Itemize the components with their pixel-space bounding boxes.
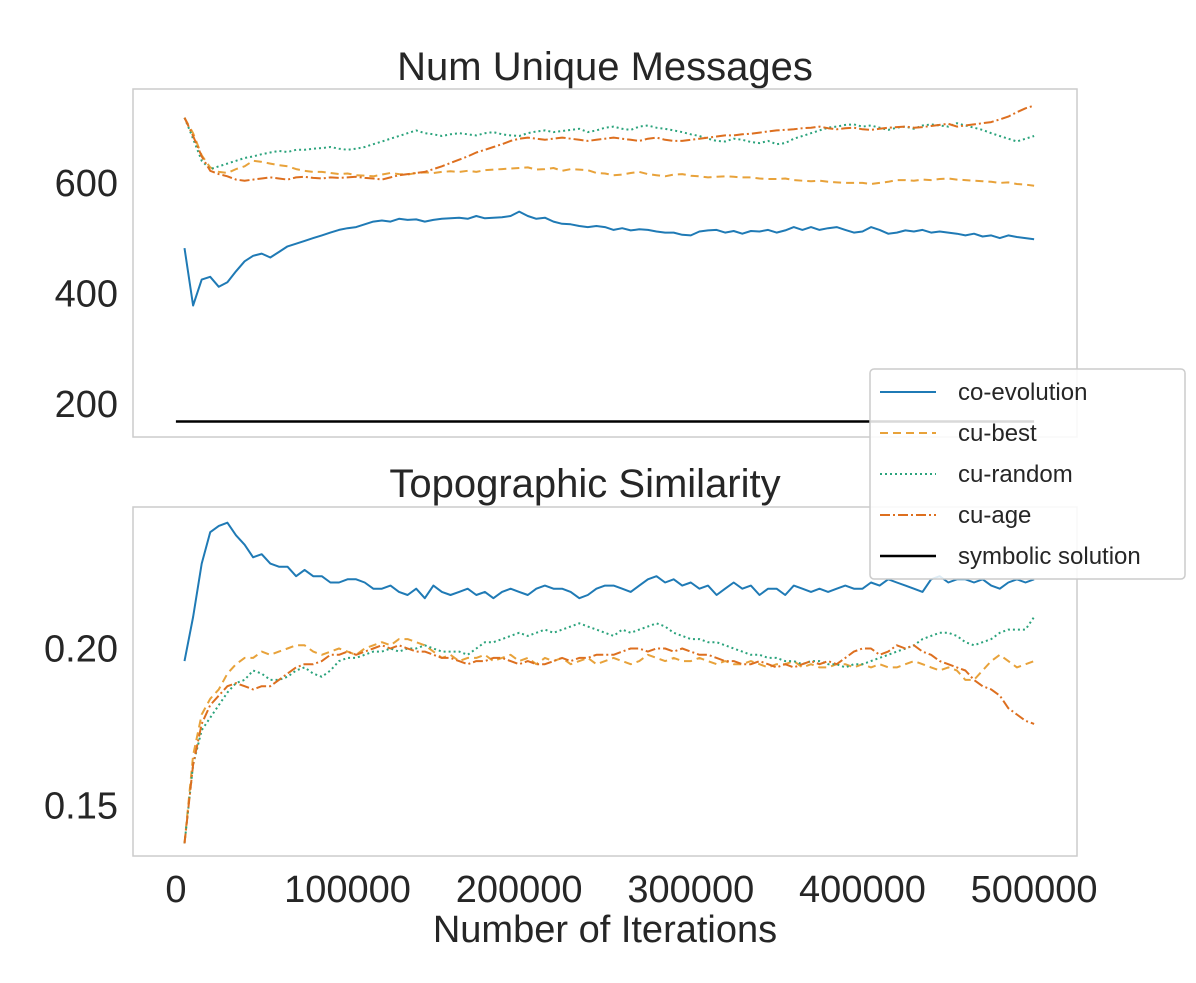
legend-label-co-evolution: co-evolution	[958, 379, 1087, 406]
y-tick-label-topographic-similarity-1: 0.20	[44, 628, 118, 670]
y-ticks-topographic-similarity: 0.15 0.20	[44, 628, 118, 827]
y-tick-label-num-unique-messages-0: 200	[55, 384, 118, 426]
legend-label-cu-best: cu-best	[958, 420, 1037, 447]
x-tick-label-4: 400000	[799, 869, 926, 911]
x-ticks-topographic-similarity: 0 100000 200000 300000 400000 500000	[165, 869, 1097, 911]
plot-title-num-unique-messages: Num Unique Messages	[397, 45, 813, 89]
plot-frame-num-unique-messages	[132, 88, 1078, 438]
series-line-cu-best-topographic-similarity	[183, 638, 1035, 844]
legend-items: co-evolution cu-best cu-random cu-age symbol…	[880, 379, 1141, 570]
plot-num-unique-messages: Num Unique Messages 200 400 600	[55, 45, 1078, 438]
x-tick-label-5: 500000	[971, 869, 1098, 911]
series-line-cu-age-topographic-similarity	[183, 644, 1035, 844]
plot-topographic-similarity: Topographic Similarity 0.15 0.20 0 100000 2…	[44, 462, 1097, 951]
plot-frame-topographic-similarity	[132, 506, 1078, 857]
legend-label-symbolic-solution: symbolic solution	[958, 543, 1141, 570]
x-tick-label-0: 0	[165, 869, 186, 911]
x-tick-label-3: 300000	[627, 869, 754, 911]
y-ticks-num-unique-messages: 200 400 600	[55, 163, 118, 426]
series-line-cu-random-num-unique-messages	[183, 117, 1035, 171]
legend: co-evolution cu-best cu-random cu-age symbol…	[869, 368, 1186, 580]
legend-label-cu-age: cu-age	[958, 502, 1031, 529]
series-line-co-evolution-topographic-similarity	[183, 521, 1035, 662]
series-line-cu-best-num-unique-messages	[183, 117, 1035, 187]
series-lines-topographic-similarity	[183, 521, 1035, 844]
y-tick-label-topographic-similarity-0: 0.15	[44, 786, 118, 828]
legend-box	[869, 368, 1186, 580]
y-tick-label-num-unique-messages-1: 400	[55, 273, 118, 315]
series-line-cu-age-num-unique-messages	[183, 104, 1035, 182]
y-tick-label-num-unique-messages-2: 600	[55, 163, 118, 205]
series-line-co-evolution-num-unique-messages	[183, 210, 1035, 307]
x-tick-label-1: 100000	[284, 869, 411, 911]
x-axis-label: Number of Iterations	[433, 909, 777, 951]
plot-title-topographic-similarity: Topographic Similarity	[389, 462, 780, 506]
x-tick-label-2: 200000	[456, 869, 583, 911]
legend-label-cu-random: cu-random	[958, 461, 1073, 488]
